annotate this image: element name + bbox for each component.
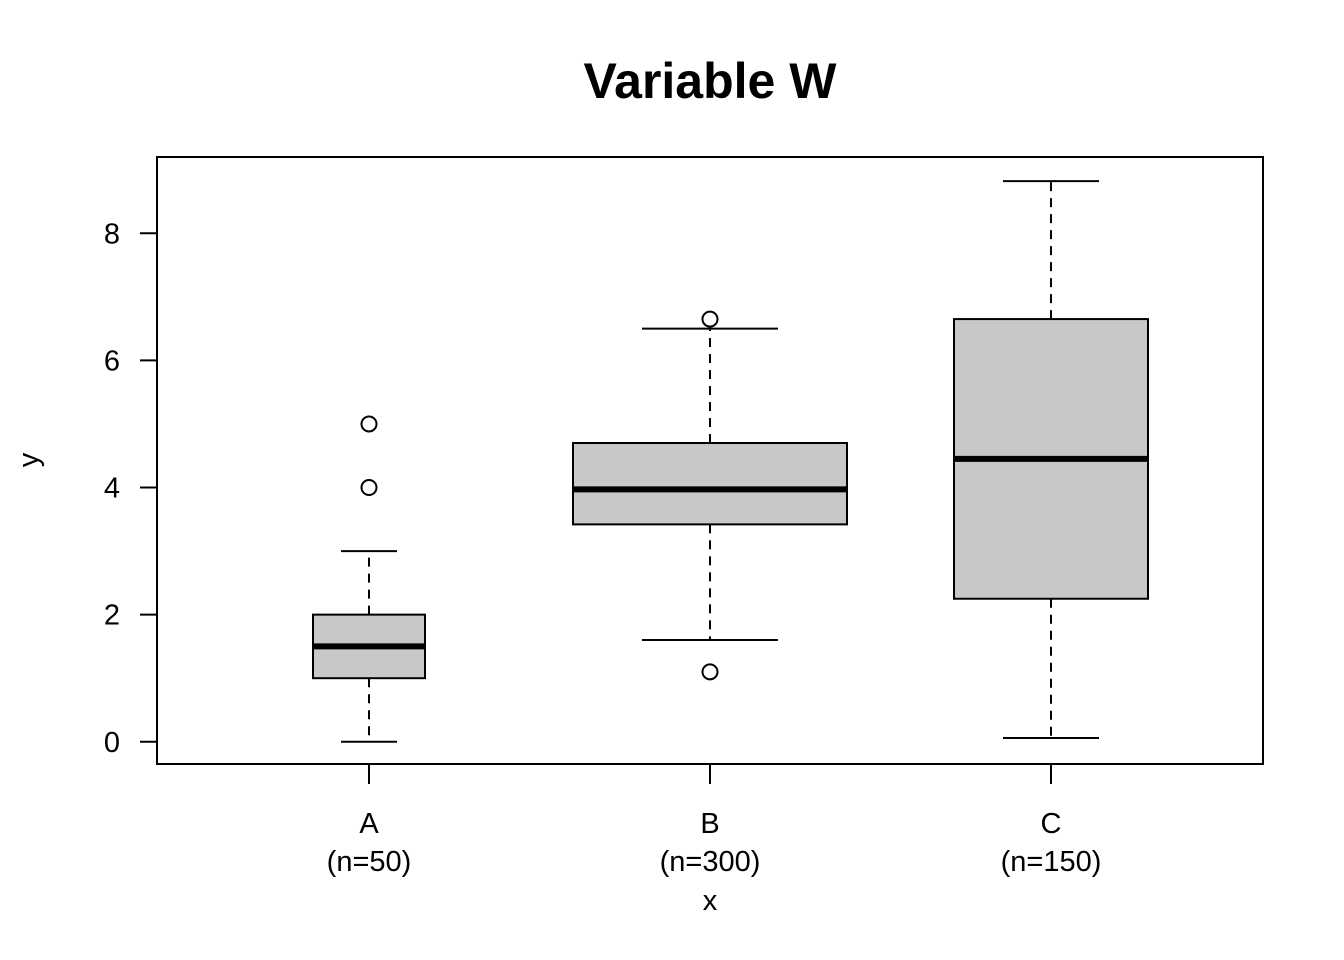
y-tick-label-4: 4 xyxy=(104,473,120,505)
box-group-b xyxy=(572,310,848,681)
y-axis: 0 2 4 6 8 xyxy=(104,218,157,759)
outlier-point-b-0 xyxy=(701,663,719,681)
x-tick-n-label-c: (n=150) xyxy=(1001,846,1102,878)
box-iqr-b xyxy=(572,442,848,526)
box-group-a xyxy=(312,415,426,743)
x-tick-n-label-a: (n=50) xyxy=(327,846,412,878)
boxes-layer xyxy=(312,180,1149,743)
x-tick-label-b: B xyxy=(700,808,719,840)
outlier-point-b-1 xyxy=(701,310,719,328)
x-tick-label-c: C xyxy=(1041,808,1062,840)
box-group-c xyxy=(953,180,1149,739)
x-tick-label-a: A xyxy=(359,808,379,840)
y-tick-label-2: 2 xyxy=(104,600,120,632)
chart-title: Variable W xyxy=(584,53,838,109)
y-axis-label: y xyxy=(13,452,45,467)
x-axis-label: x xyxy=(703,885,718,917)
y-tick-label-6: 6 xyxy=(104,345,120,377)
outlier-point-a-1 xyxy=(360,415,378,433)
x-axis: A (n=50) B (n=300) C (n=150) xyxy=(327,764,1102,878)
y-tick-label-8: 8 xyxy=(104,218,120,250)
x-tick-n-label-b: (n=300) xyxy=(660,846,761,878)
outlier-point-a-0 xyxy=(360,479,378,497)
y-tick-label-0: 0 xyxy=(104,727,120,759)
